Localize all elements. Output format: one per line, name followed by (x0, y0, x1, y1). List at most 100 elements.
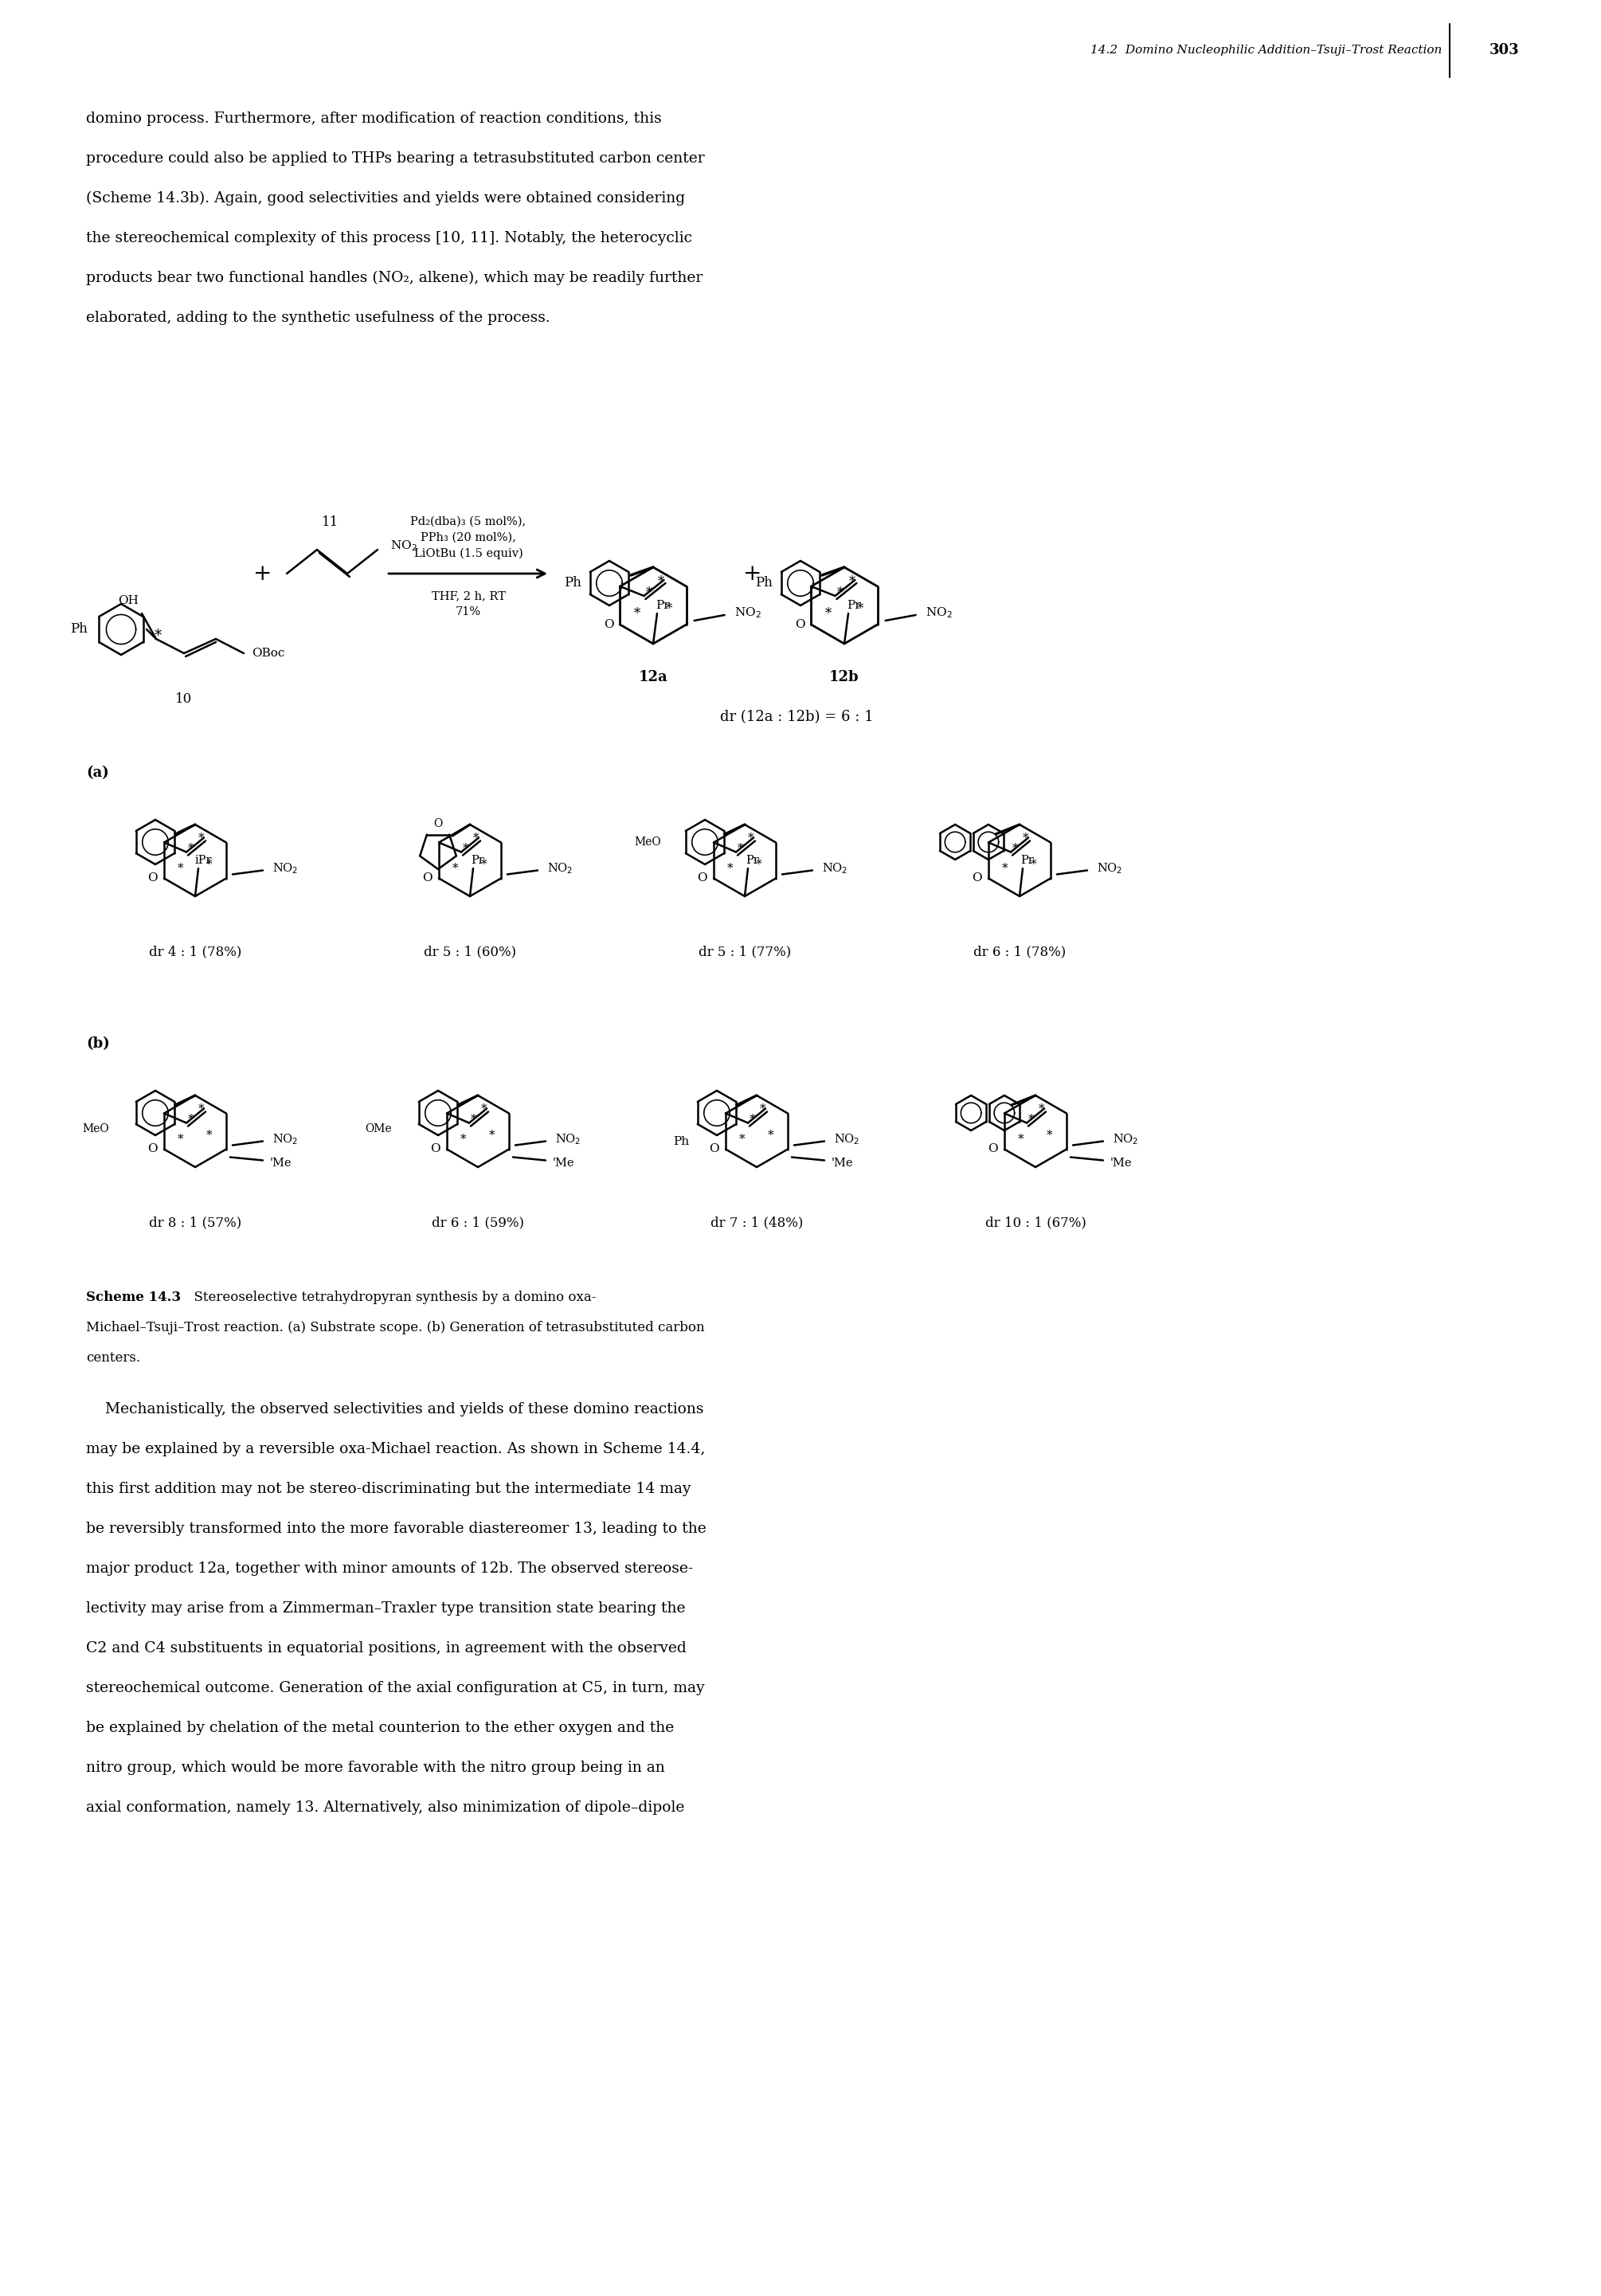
Text: dr 5 : 1 (60%): dr 5 : 1 (60%) (424, 946, 516, 960)
Text: *: * (748, 833, 754, 843)
Text: (a): (a) (86, 765, 109, 781)
Text: (b): (b) (86, 1035, 110, 1052)
Text: *: * (857, 602, 863, 615)
Text: be reversibly transformed into the more favorable diastereomer ​13,​ leading to : be reversibly transformed into the more … (86, 1522, 706, 1536)
Text: elaborated, adding to the synthetic usefulness of the process.: elaborated, adding to the synthetic usef… (86, 310, 551, 326)
Text: *: * (849, 574, 855, 588)
Text: NO$_2$: NO$_2$ (548, 861, 573, 875)
Text: Ph: Ph (672, 1137, 688, 1148)
Text: NO$_2$: NO$_2$ (925, 606, 953, 620)
Text: 'Me: 'Me (1111, 1157, 1132, 1169)
Text: *: * (471, 1114, 477, 1125)
Text: 'Me: 'Me (552, 1157, 575, 1169)
Text: O: O (431, 1143, 440, 1155)
Text: *: * (461, 1134, 466, 1146)
Text: lectivity may arise from a Zimmerman–Traxler type transition state bearing the: lectivity may arise from a Zimmerman–Tra… (86, 1600, 685, 1616)
Text: Pd₂(dba)₃ (5 mol%),: Pd₂(dba)₃ (5 mol%), (410, 517, 527, 528)
Text: *: * (482, 859, 487, 870)
Text: O: O (698, 872, 708, 884)
Text: *: * (189, 843, 194, 854)
Text: *: * (738, 843, 744, 854)
Text: NO$_2$: NO$_2$ (733, 606, 760, 620)
Text: *: * (756, 859, 762, 870)
Text: 'Me: 'Me (831, 1157, 853, 1169)
Text: *: * (749, 1114, 756, 1125)
Text: MeO: MeO (634, 836, 661, 847)
Text: O: O (434, 817, 442, 829)
Text: dr 7 : 1 (48%): dr 7 : 1 (48%) (711, 1217, 804, 1231)
Text: THF, 2 h, RT: THF, 2 h, RT (431, 590, 506, 602)
Text: may be explained by a reversible oxa-Michael reaction. As shown in Scheme 14.4,: may be explained by a reversible oxa-Mic… (86, 1442, 704, 1456)
Text: *: * (453, 863, 458, 875)
Text: 303: 303 (1489, 44, 1519, 57)
Text: 71%: 71% (456, 606, 482, 618)
Text: *: * (199, 833, 205, 843)
Text: NO$_2$: NO$_2$ (272, 1132, 298, 1146)
Text: O: O (972, 872, 981, 884)
Text: O: O (423, 872, 432, 884)
Text: iPr: iPr (195, 854, 211, 866)
Text: O: O (794, 620, 805, 629)
Text: 14.2  Domino Nucleophilic Addition–Tsuji–Trost Reaction: 14.2 Domino Nucleophilic Addition–Tsuji–… (1090, 44, 1441, 55)
Text: dr 6 : 1 (78%): dr 6 : 1 (78%) (973, 946, 1066, 960)
Text: OH: OH (118, 595, 139, 606)
Text: O: O (988, 1143, 997, 1155)
Text: this first addition may not be stereo-discriminating but the intermediate ​14​ m: this first addition may not be stereo-di… (86, 1481, 692, 1497)
Text: NO$_2$: NO$_2$ (391, 540, 418, 553)
Text: products bear two functional handles (NO₂, alkene), which may be readily further: products bear two functional handles (NO… (86, 271, 703, 285)
Text: *: * (837, 588, 844, 599)
Text: dr 5 : 1 (77%): dr 5 : 1 (77%) (698, 946, 791, 960)
Text: NO$_2$: NO$_2$ (272, 861, 298, 875)
Text: Ph: Ph (70, 622, 88, 636)
Text: Pr: Pr (1021, 854, 1034, 866)
Text: *: * (760, 1104, 767, 1114)
Text: *: * (645, 588, 653, 599)
Text: *: * (1002, 863, 1009, 875)
Text: NO$_2$: NO$_2$ (1097, 861, 1122, 875)
Text: nitro group, which would be more favorable with the nitro group being in an: nitro group, which would be more favorab… (86, 1761, 664, 1775)
Text: O: O (147, 872, 158, 884)
Text: O: O (604, 620, 613, 629)
Text: *: * (178, 863, 184, 875)
Text: 12b: 12b (829, 670, 860, 684)
Text: Mechanistically, the observed selectivities and yields of these domino reactions: Mechanistically, the observed selectivit… (86, 1403, 704, 1417)
Text: *: * (482, 1104, 487, 1114)
Text: O: O (709, 1143, 719, 1155)
Text: Michael–Tsuji–Trost reaction. (a) Substrate scope. (b) Generation of tetrasubsti: Michael–Tsuji–Trost reaction. (a) Substr… (86, 1320, 704, 1334)
Text: PPh₃ (20 mol%),: PPh₃ (20 mol%), (421, 533, 516, 544)
Text: MeO: MeO (82, 1123, 109, 1134)
Text: *: * (740, 1134, 746, 1146)
Text: *: * (1012, 843, 1018, 854)
Text: Stereoselective tetrahydropyran synthesis by a domino oxa-: Stereoselective tetrahydropyran synthesi… (186, 1290, 596, 1304)
Text: Pr: Pr (847, 599, 861, 611)
Text: axial conformation, namely ​13.​ Alternatively, also minimization of dipole–dipo: axial conformation, namely ​13.​ Alterna… (86, 1800, 685, 1814)
Text: +: + (253, 563, 272, 585)
Text: 10: 10 (176, 691, 192, 705)
Text: dr 4 : 1 (78%): dr 4 : 1 (78%) (149, 946, 242, 960)
Text: 12a: 12a (639, 670, 668, 684)
Text: C2 and C4 substituents in equatorial positions, in agreement with the observed: C2 and C4 substituents in equatorial pos… (86, 1642, 687, 1655)
Text: *: * (666, 602, 672, 615)
Text: *: * (199, 1104, 205, 1114)
Text: Pr: Pr (656, 599, 669, 611)
Text: the stereochemical complexity of this process [10, 11]. Notably, the heterocycli: the stereochemical complexity of this pr… (86, 232, 692, 246)
Text: NO$_2$: NO$_2$ (556, 1132, 581, 1146)
Text: *: * (634, 606, 640, 620)
Text: *: * (1028, 1114, 1034, 1125)
Text: stereochemical outcome. Generation of the axial configuration at C5, in turn, ma: stereochemical outcome. Generation of th… (86, 1681, 704, 1694)
Text: Ph: Ph (564, 576, 581, 590)
Text: *: * (658, 574, 664, 588)
Text: *: * (463, 843, 469, 854)
Text: *: * (1039, 1104, 1045, 1114)
Text: O: O (147, 1143, 158, 1155)
Text: *: * (189, 1114, 194, 1125)
Text: domino process. Furthermore, after modification of reaction conditions, this: domino process. Furthermore, after modif… (86, 113, 661, 126)
Text: Pr: Pr (471, 854, 485, 866)
Text: *: * (178, 1134, 184, 1146)
Text: *: * (207, 1130, 213, 1141)
Text: *: * (154, 629, 162, 643)
Text: *: * (474, 833, 479, 843)
Text: NO$_2$: NO$_2$ (834, 1132, 860, 1146)
Text: *: * (825, 606, 831, 620)
Text: *: * (727, 863, 733, 875)
